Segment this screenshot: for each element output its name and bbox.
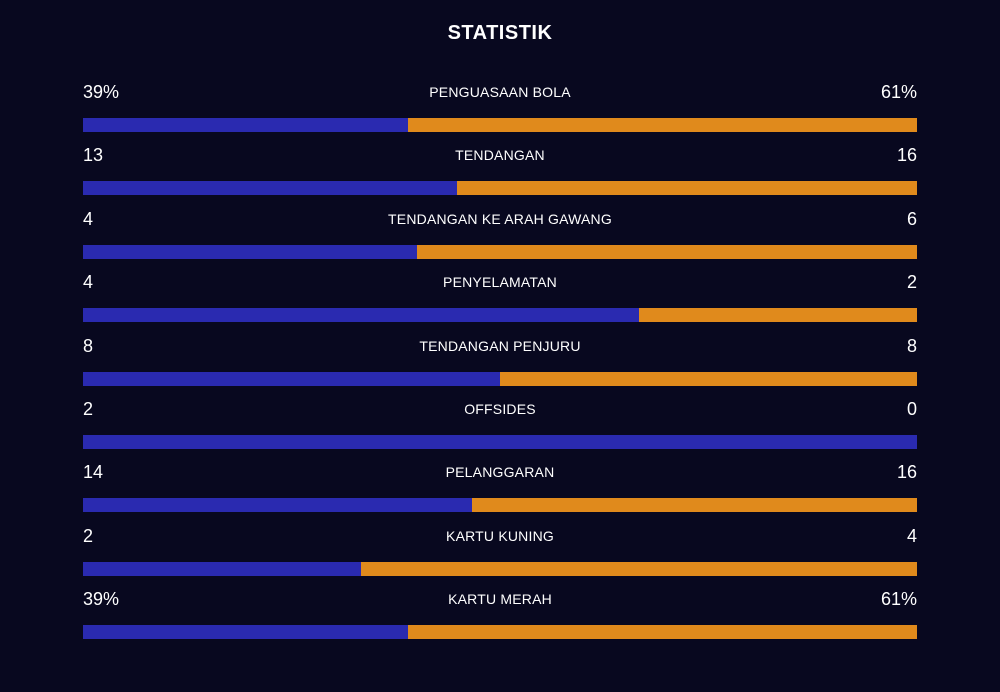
stat-bar [83,561,917,576]
stat-label: TENDANGAN KE ARAH GAWANG [388,210,612,227]
stat-label: KARTU MERAH [448,591,552,608]
stat-home-value: 4 [83,208,94,229]
stat-row: 39% PENGUASAAN BOLA 61% [83,80,917,143]
stat-row: 8 TENDANGAN PENJURU 8 [83,334,917,397]
stat-label: TENDANGAN [455,147,545,164]
stat-bar-away [456,181,917,196]
stat-bar-away [472,498,917,513]
stat-away-value: 8 [906,335,917,356]
stat-values: 4 TENDANGAN KE ARAH GAWANG 6 [83,207,917,235]
stat-bar-home [83,371,500,386]
stat-values: 14 PELANGGARAN 16 [83,460,917,488]
stat-bar-away [500,371,917,386]
stat-away-value: 16 [896,145,917,166]
stat-bar [83,244,917,259]
stat-label: OFFSIDES [464,400,536,417]
stat-label: KARTU KUNING [446,527,554,544]
stat-label: PENYELAMATAN [443,274,557,291]
stat-bar-away [416,244,917,259]
stat-bar-away [360,561,917,576]
stat-away-value: 0 [906,398,917,419]
stat-bar [83,371,917,386]
stat-label: TENDANGAN PENJURU [419,337,581,354]
stat-row: 2 KARTU KUNING 4 [83,524,917,587]
stat-home-value: 2 [83,398,94,419]
stat-bar [83,498,917,513]
stat-home-value: 8 [83,335,94,356]
stat-bar [83,181,917,196]
stat-values: 2 OFFSIDES 0 [83,397,917,425]
stat-values: 13 TENDANGAN 16 [83,143,917,171]
stat-label: PENGUASAAN BOLA [429,84,571,100]
stat-row: 14 PELANGGARAN 16 [83,460,917,523]
stat-bar-home [83,244,417,259]
stat-row: 39% KARTU MERAH 61% [83,587,917,650]
stat-home-value: 2 [83,525,94,546]
page-title: STATISTIK [447,22,553,44]
stat-away-value: 61% [880,82,917,102]
stat-bar-home [83,625,409,640]
stat-home-value: 14 [83,462,104,483]
stat-bar-home [83,561,361,576]
stat-home-value: 39% [83,82,120,102]
stat-bar-home [83,308,640,323]
stat-bar-away [408,118,917,132]
stat-home-value: 4 [83,272,94,293]
stat-bar [83,434,917,449]
stat-bar [83,625,917,640]
stat-bar [83,118,917,132]
stat-away-value: 4 [906,525,917,546]
stat-row: 13 TENDANGAN 16 [83,143,917,206]
stat-values: 8 TENDANGAN PENJURU 8 [83,334,917,362]
stat-bar-home [83,181,457,196]
stat-away-value: 61% [880,589,917,610]
stat-row: 4 TENDANGAN KE ARAH GAWANG 6 [83,207,917,270]
stat-label: PELANGGARAN [445,464,555,481]
stat-values: 2 KARTU KUNING 4 [83,524,917,552]
stat-values: 4 PENYELAMATAN 2 [83,270,917,298]
stat-row: 4 PENYELAMATAN 2 [83,270,917,333]
stat-home-value: 13 [83,145,104,166]
stat-away-value: 6 [906,208,917,229]
stat-bar-away [639,308,917,323]
stats-list: 39% PENGUASAAN BOLA 61% 13 TENDANGAN 16 4 TENDA… [83,80,917,651]
stat-bar-home [83,434,917,449]
stat-values: 39% PENGUASAAN BOLA 61% [83,80,917,108]
stat-away-value: 16 [896,462,917,483]
stat-away-value: 2 [906,272,917,293]
stat-bar-home [83,118,409,132]
stat-bar [83,308,917,323]
stat-home-value: 39% [83,589,120,610]
stat-values: 39% KARTU MERAH 61% [83,587,917,615]
stat-bar-home [83,498,473,513]
stat-row: 2 OFFSIDES 0 [83,397,917,460]
stat-bar-away [408,625,917,640]
